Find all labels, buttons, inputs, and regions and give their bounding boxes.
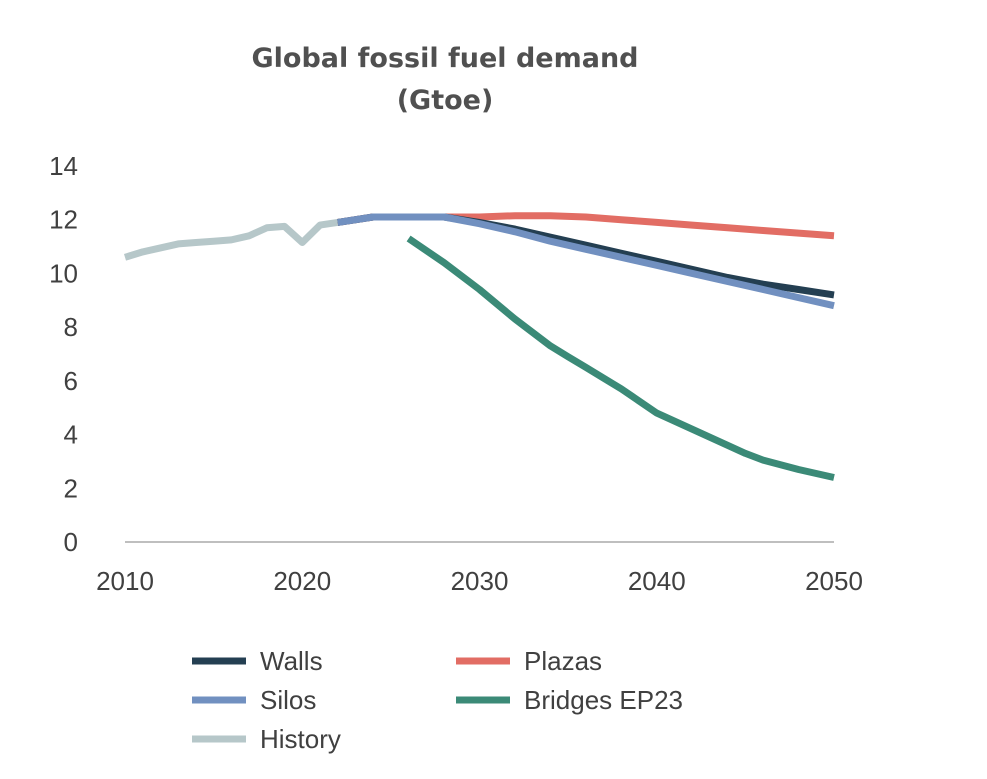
chart-title: Global fossil fuel demand <box>252 43 639 74</box>
legend-label-silos: Silos <box>260 685 316 715</box>
x-tick-label: 2050 <box>805 566 863 596</box>
y-tick-label: 10 <box>49 258 78 288</box>
x-tick-label: 2030 <box>451 566 509 596</box>
legend: Walls Plazas Silos Bridges EP23 History <box>192 646 683 754</box>
y-tick-label: 4 <box>64 420 78 450</box>
series-line-history <box>123 218 339 261</box>
legend-label-history: History <box>260 724 341 754</box>
y-tick-label: 12 <box>49 205 78 235</box>
x-axis-ticks: 2010 2020 2030 2040 2050 <box>96 566 863 596</box>
x-tick-label: 2040 <box>628 566 686 596</box>
series-line-silos <box>337 213 835 310</box>
legend-label-plazas: Plazas <box>524 646 602 676</box>
y-tick-label: 2 <box>64 473 78 503</box>
x-tick-label: 2020 <box>273 566 331 596</box>
y-tick-label: 6 <box>64 366 78 396</box>
y-tick-label: 0 <box>64 527 78 557</box>
y-axis-ticks: 0 2 4 6 8 10 12 14 <box>49 151 78 557</box>
legend-label-bridges-ep23: Bridges EP23 <box>524 685 683 715</box>
x-tick-label: 2010 <box>96 566 154 596</box>
y-tick-label: 14 <box>49 151 78 181</box>
series-lines <box>123 212 835 481</box>
legend-label-walls: Walls <box>260 646 323 676</box>
y-tick-label: 8 <box>64 312 78 342</box>
series-line-bridges-ep23 <box>406 235 835 481</box>
chart-subtitle: (Gtoe) <box>397 85 494 116</box>
